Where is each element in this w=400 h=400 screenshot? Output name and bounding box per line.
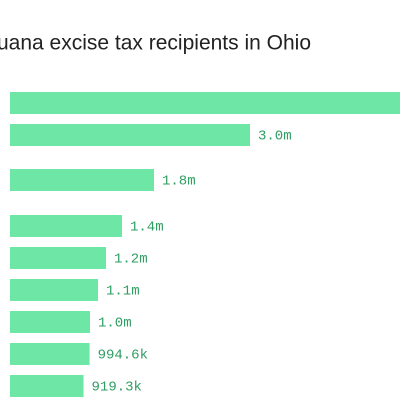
value-label: 1.4m <box>130 220 164 236</box>
bar <box>10 92 400 114</box>
bar <box>10 375 84 397</box>
value-label: 1.8m <box>162 174 196 190</box>
bar <box>10 311 90 333</box>
value-label: 1.0m <box>98 316 132 332</box>
value-label: 1.2m <box>114 252 148 268</box>
value-label: 919.3k <box>92 380 142 396</box>
value-label: 1.1m <box>106 284 140 300</box>
bar <box>10 247 106 269</box>
bar <box>10 169 154 191</box>
bar <box>10 124 250 146</box>
bar <box>10 279 98 301</box>
bar <box>10 343 90 365</box>
chart-title: uana excise tax recipients in Ohio <box>0 32 311 55</box>
bar <box>10 215 122 237</box>
value-label: 3.0m <box>258 129 292 145</box>
value-label: 994.6k <box>98 348 148 364</box>
